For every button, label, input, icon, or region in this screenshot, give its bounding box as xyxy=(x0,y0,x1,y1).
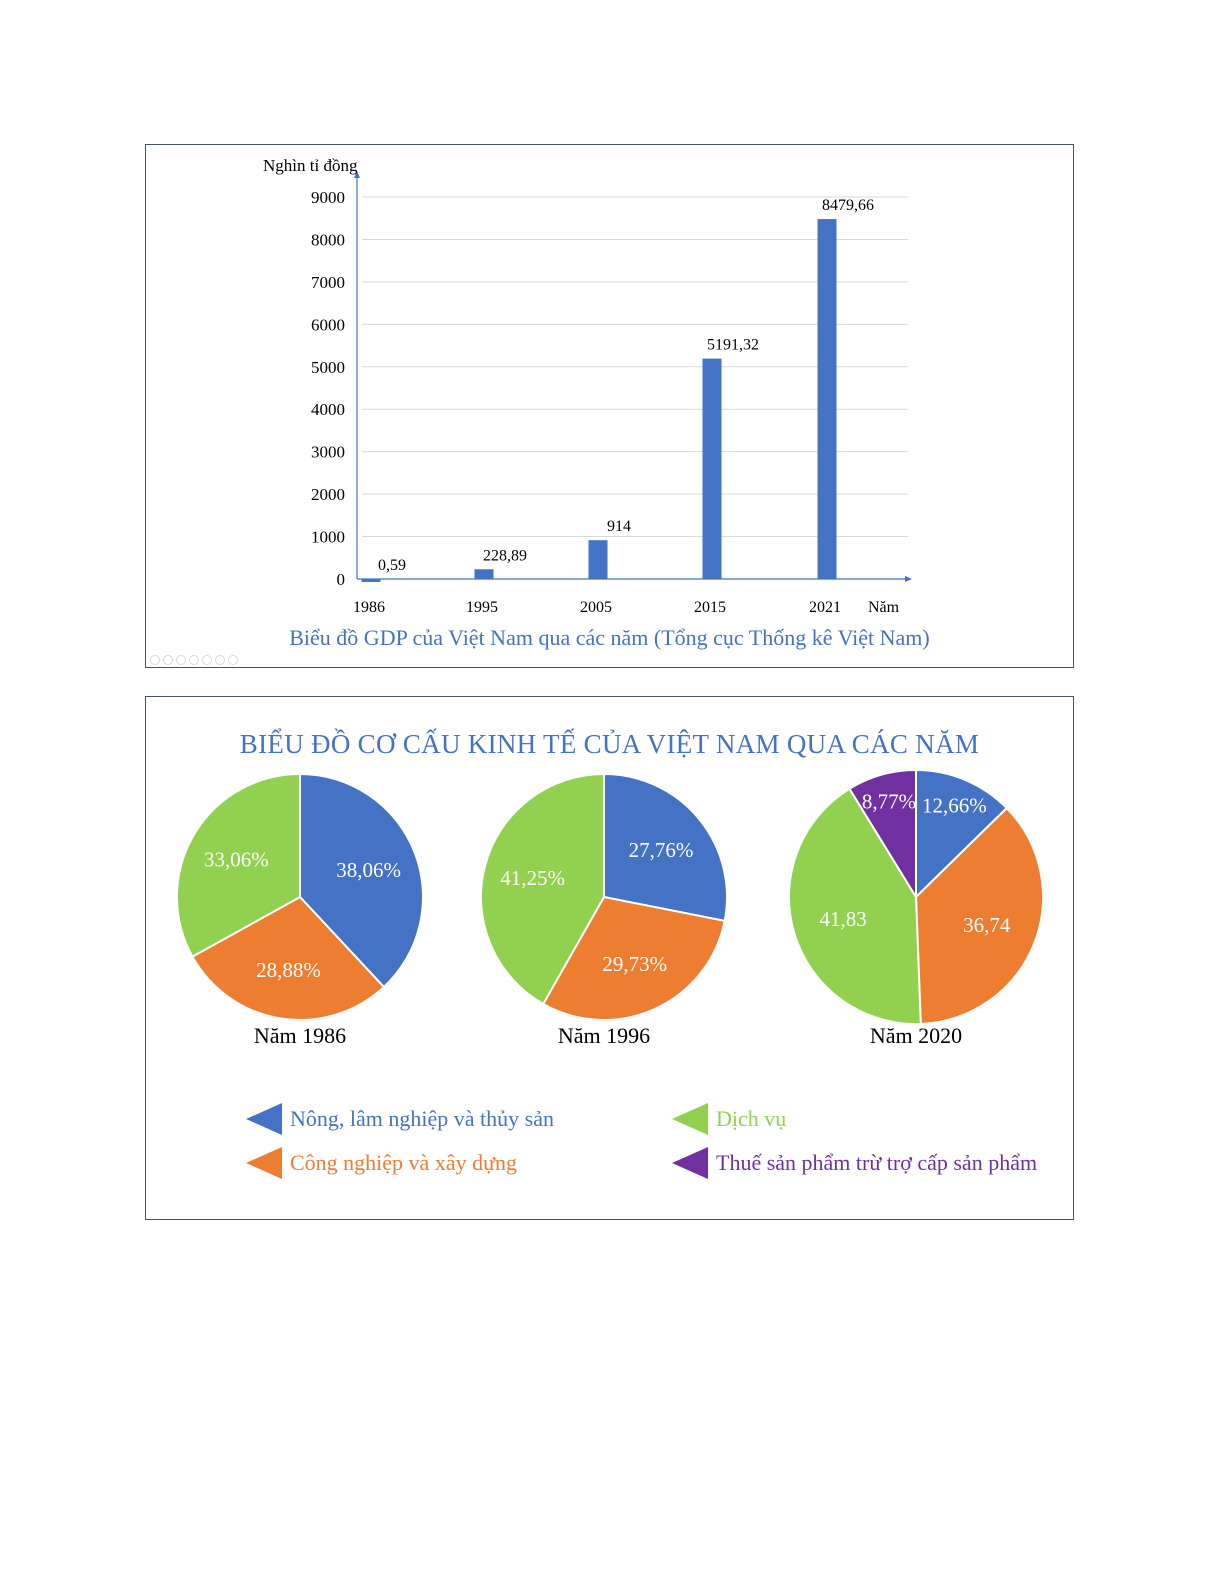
data-label: 0,59 xyxy=(378,557,406,574)
bar xyxy=(817,219,837,579)
bar xyxy=(474,569,494,579)
pie-slice xyxy=(603,772,728,923)
slice-label: 8,77% xyxy=(862,790,916,814)
legend-item: Dịch vụ xyxy=(672,1103,786,1135)
x-axis-arrow xyxy=(905,576,912,582)
slice-label: 28,88% xyxy=(256,958,321,982)
structure-chart-title: BIỂU ĐỒ CƠ CẤU KINH TẾ CỦA VIỆT NAM QUA … xyxy=(239,729,980,759)
data-label: 914 xyxy=(607,518,631,535)
slice-label: 12,66% xyxy=(922,794,987,818)
slide-control-dot xyxy=(189,655,199,665)
slice-label: 33,06% xyxy=(204,848,269,872)
x-tick-label: 1986 xyxy=(353,599,385,615)
y-tick-label: 1000 xyxy=(311,528,345,547)
data-label: 228,89 xyxy=(483,547,527,564)
slide-control-dot xyxy=(176,655,186,665)
pie-slice xyxy=(914,806,1044,1025)
slide-control-dot xyxy=(215,655,225,665)
x-tick-label: 2005 xyxy=(580,599,612,615)
bar xyxy=(588,540,608,579)
slice-label: 41,25% xyxy=(500,866,565,890)
y-axis-label: Nghìn tỉ đồng xyxy=(263,156,358,175)
y-tick-label: 3000 xyxy=(311,443,345,462)
x-tick-label: 1995 xyxy=(466,599,498,615)
pie-slice xyxy=(848,768,917,901)
structure-chart-panel: BIỂU ĐỒ CƠ CẤU KINH TẾ CỦA VIỆT NAM QUA … xyxy=(145,696,1074,1220)
bar xyxy=(361,578,381,582)
y-axis-arrow xyxy=(354,171,360,178)
pie-slice xyxy=(299,772,424,989)
legend-label: Công nghiệp và xây dựng xyxy=(290,1150,518,1175)
data-label: 5191,32 xyxy=(707,337,759,354)
pie-slice xyxy=(176,772,301,959)
legend-item: Thuế sản phẩm trừ trợ cấp sản phẩm xyxy=(672,1147,1037,1179)
legend-marker-icon xyxy=(672,1147,708,1179)
pie-year-label: Năm 2020 xyxy=(870,1023,962,1048)
legend-item: Nông, lâm nghiệp và thủy sản xyxy=(246,1103,554,1135)
y-tick-label: 9000 xyxy=(311,188,345,207)
y-tick-label: 5000 xyxy=(311,358,345,377)
pie-slice xyxy=(541,895,726,1021)
slide-control-dot xyxy=(150,655,160,665)
x-axis-label: Năm xyxy=(868,599,900,615)
slice-label: 36,74 xyxy=(963,913,1011,937)
pie-year-label: Năm 1996 xyxy=(558,1023,650,1048)
legend-marker-icon xyxy=(672,1103,708,1135)
pie-slice xyxy=(788,787,922,1025)
slide-control-dot xyxy=(228,655,238,665)
y-tick-label: 6000 xyxy=(311,315,345,334)
gdp-chart-panel: 0 1000 2000 3000 4000 5000 6000 7000 8000 9000 Ngh… xyxy=(145,144,1074,668)
slide-controls xyxy=(150,655,238,665)
pie-slice xyxy=(480,772,605,1006)
legend-item: Công nghiệp và xây dựng xyxy=(246,1147,517,1179)
pie-slice xyxy=(915,768,1009,900)
y-tick-label: 7000 xyxy=(311,273,345,292)
pie-slice xyxy=(191,895,386,1021)
gdp-bar-chart: 0 1000 2000 3000 4000 5000 6000 7000 8000 9000 Ngh… xyxy=(263,156,912,615)
structure-pie-charts: 38,06% 28,88% 33,06% Năm 1986 27,76% 29,73% 41… xyxy=(176,768,1044,1048)
gdp-chart-caption: Biểu đồ GDP của Việt Nam qua các năm (Tổ… xyxy=(289,625,930,650)
slide-control-dot xyxy=(163,655,173,665)
slice-label: 29,73% xyxy=(602,952,667,976)
x-tick-label: 2015 xyxy=(694,599,726,615)
y-tick-label: 4000 xyxy=(311,400,345,419)
slice-label: 38,06% xyxy=(336,858,401,882)
slice-label: 27,76% xyxy=(629,838,694,862)
y-tick-label: 2000 xyxy=(311,485,345,504)
slide-control-dot xyxy=(202,655,212,665)
bar xyxy=(702,358,722,579)
legend-label: Nông, lâm nghiệp và thủy sản xyxy=(290,1106,554,1131)
data-label: 8479,66 xyxy=(822,197,874,214)
y-tick-label: 8000 xyxy=(311,230,345,249)
x-tick-label: 2021 xyxy=(809,599,841,615)
pie-year-label: Năm 1986 xyxy=(254,1023,346,1048)
legend-marker-icon xyxy=(246,1103,282,1135)
legend-label: Dịch vụ xyxy=(716,1106,787,1131)
legend-label: Thuế sản phẩm trừ trợ cấp sản phẩm xyxy=(716,1150,1038,1175)
y-tick-label: 0 xyxy=(337,570,346,589)
legend-marker-icon xyxy=(246,1147,282,1179)
slice-label: 41,83 xyxy=(819,907,866,931)
